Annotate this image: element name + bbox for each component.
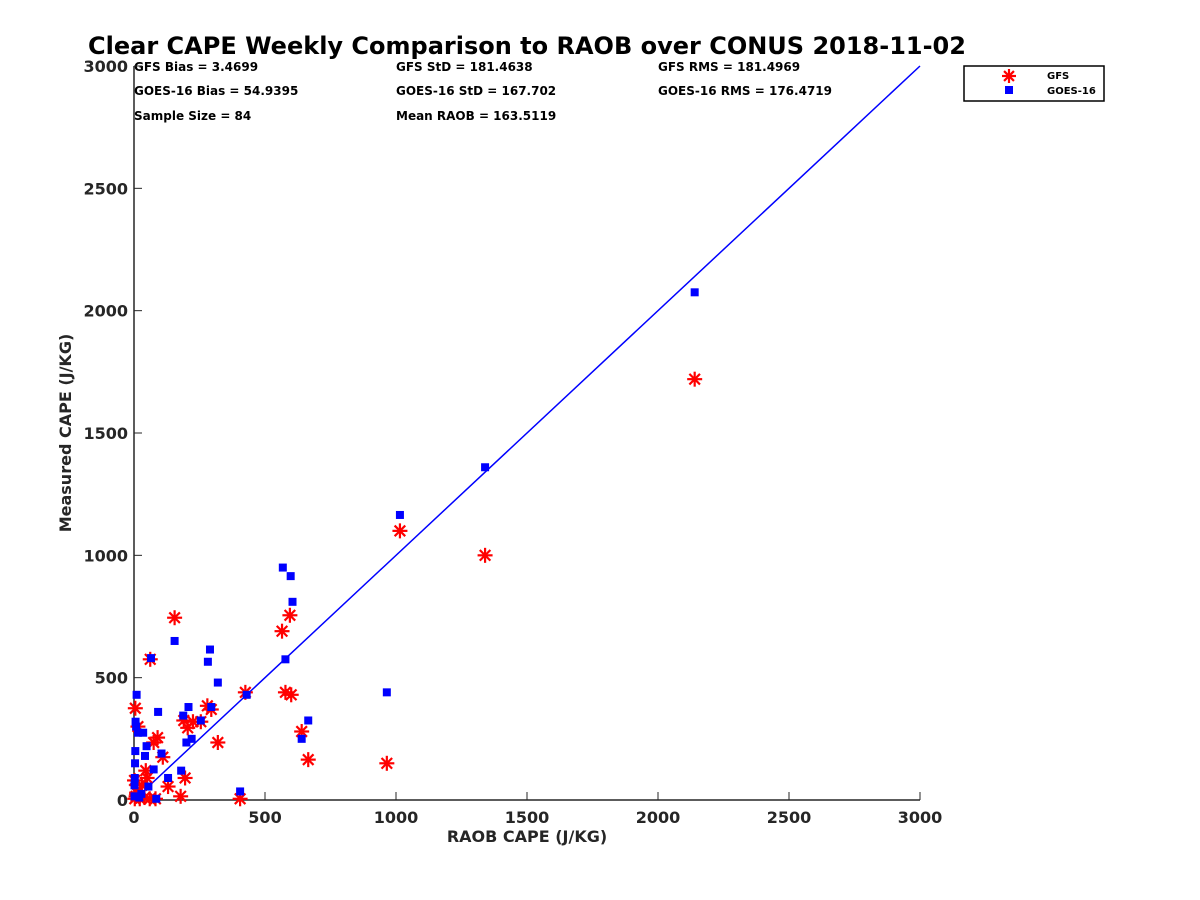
goes16-point (130, 773, 139, 782)
chart-title: Clear CAPE Weekly Comparison to RAOB ove… (88, 32, 966, 60)
y-tick-label: 3000 (83, 57, 128, 76)
stat-gfs-rms: GFS RMS = 181.4969 (658, 60, 800, 74)
goes16-point (154, 707, 163, 716)
gfs-point (477, 547, 493, 563)
gfs-point (173, 788, 189, 804)
series-goes-16 (130, 288, 699, 803)
stat-goes-std: GOES-16 StD = 167.702 (396, 84, 556, 98)
gfs-point (687, 371, 703, 387)
goes16-point (281, 655, 290, 664)
stat-gfs-std: GFS StD = 181.4638 (396, 60, 533, 74)
legend-gfs-marker (1002, 69, 1016, 83)
gfs-point (127, 700, 143, 716)
goes16-point (152, 794, 161, 803)
goes16-point (132, 722, 141, 731)
stat-goes-bias: GOES-16 Bias = 54.9395 (134, 84, 298, 98)
goes16-point (157, 749, 166, 758)
gfs-point (379, 755, 395, 771)
goes16-point (242, 690, 251, 699)
goes16-point (179, 711, 188, 720)
stat-gfs-bias: GFS Bias = 3.4699 (134, 60, 258, 74)
goes16-point (304, 716, 313, 725)
x-tick-label: 3000 (898, 808, 943, 827)
gfs-point (277, 684, 293, 700)
goes16-point (177, 766, 186, 775)
legend-goes16-label: GOES-16 (1047, 86, 1096, 97)
goes16-point (135, 793, 144, 802)
one-to-one-line (133, 65, 921, 801)
goes16-point (481, 463, 490, 472)
goes16-point (130, 792, 139, 801)
legend-box (963, 65, 1105, 102)
legend: GFS GOES-16 (963, 65, 1105, 102)
y-tick-label: 1500 (83, 424, 128, 443)
goes16-point (187, 734, 196, 743)
goes16-point (278, 563, 287, 572)
stat-mean-raob: Mean RAOB = 163.5119 (396, 109, 556, 123)
stat-sample-size: Sample Size = 84 (134, 109, 251, 123)
axes: 0 500 1000 1500 2000 2500 3000 0 500 1000 1500 2000… (83, 57, 942, 827)
goes16-point (395, 510, 404, 519)
goes16-point (690, 288, 699, 297)
goes16-point (297, 734, 306, 743)
y-axis-label: Measured CAPE (J/KG) (56, 334, 75, 533)
y-tick-label: 0 (117, 791, 128, 810)
gfs-point (300, 752, 316, 768)
legend-gfs-asterisk (1002, 69, 1016, 83)
y-tick-label: 500 (95, 669, 128, 688)
goes16-point (213, 678, 222, 687)
goes16-point (132, 690, 141, 699)
y-tick-label: 2500 (83, 179, 128, 198)
goes16-point (288, 597, 297, 606)
data-marks (127, 288, 703, 807)
y-tick-label: 1000 (83, 546, 128, 565)
goes16-point (207, 703, 216, 712)
goes16-point (131, 717, 140, 726)
legend-goes16-marker (1005, 86, 1013, 94)
gfs-point (274, 623, 290, 639)
stat-goes-rms: GOES-16 RMS = 176.4719 (658, 84, 832, 98)
goes16-point (149, 765, 158, 774)
x-axis-label: RAOB CAPE (J/KG) (447, 827, 607, 846)
x-tick-label: 1000 (374, 808, 419, 827)
gfs-point (210, 735, 226, 751)
goes16-point (203, 657, 212, 666)
goes16-point (196, 716, 205, 725)
x-tick-label: 2500 (767, 808, 812, 827)
goes16-point (382, 688, 391, 697)
reference-line (133, 65, 921, 801)
goes16-point (141, 751, 150, 760)
gfs-point (167, 610, 183, 626)
x-tick-label: 0 (128, 808, 139, 827)
goes16-point (286, 572, 295, 581)
goes16-point (170, 636, 179, 645)
x-tick-label: 500 (248, 808, 281, 827)
series-gfs (127, 371, 703, 807)
legend-gfs-label: GFS (1047, 71, 1069, 82)
gfs-point (282, 607, 298, 623)
goes16-point (131, 747, 140, 756)
goes16-point (184, 703, 193, 712)
stats-block: GFS Bias = 3.4699 GFS StD = 181.4638 GFS… (134, 60, 832, 123)
goes16-point (144, 782, 153, 791)
goes16-point (139, 728, 148, 737)
goes16-point (142, 742, 151, 751)
goes16-point (131, 759, 140, 768)
x-tick-label: 2000 (636, 808, 681, 827)
goes16-point (182, 738, 191, 747)
goes16-point (133, 728, 142, 737)
gfs-point (392, 523, 408, 539)
x-tick-label: 1500 (505, 808, 550, 827)
goes16-point (147, 654, 156, 663)
goes16-point (130, 781, 139, 790)
goes16-point (236, 787, 245, 796)
goes16-point (205, 645, 214, 654)
y-tick-label: 2000 (83, 302, 128, 321)
goes16-point (164, 773, 173, 782)
